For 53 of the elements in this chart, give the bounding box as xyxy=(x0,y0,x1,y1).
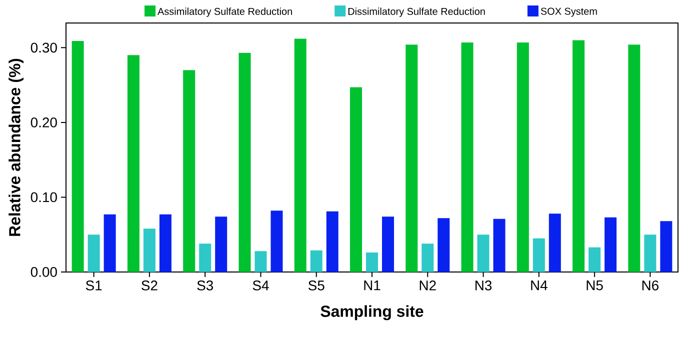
bar xyxy=(382,216,394,272)
bar xyxy=(238,52,251,272)
bar xyxy=(143,228,156,272)
x-tick-label: N5 xyxy=(586,280,603,290)
bar xyxy=(270,210,283,272)
legend-label: SOX System xyxy=(540,8,597,17)
bar xyxy=(604,217,617,272)
bar xyxy=(572,40,585,272)
x-tick-label: N3 xyxy=(476,280,492,290)
x-tick-label: S3 xyxy=(197,280,214,290)
bar xyxy=(159,214,172,272)
x-tick-label: S2 xyxy=(142,280,158,290)
bar xyxy=(406,44,418,272)
bar xyxy=(215,216,228,272)
bar xyxy=(199,244,212,272)
x-tick-label: N4 xyxy=(531,280,548,290)
bar xyxy=(493,218,506,272)
x-tick-label: S5 xyxy=(308,280,324,290)
x-axis-title: Sampling site xyxy=(320,305,424,320)
y-axis-title: Relative abundance (%) xyxy=(8,58,24,236)
bar xyxy=(366,252,378,272)
y-tick-label: 0.20 xyxy=(30,118,57,128)
bar xyxy=(294,38,306,272)
bar xyxy=(254,251,267,272)
bar xyxy=(477,234,490,272)
bar xyxy=(660,221,672,272)
bar xyxy=(422,244,434,272)
bar xyxy=(310,250,322,272)
bar xyxy=(516,42,529,272)
x-tick-label: N6 xyxy=(642,280,658,290)
bar xyxy=(183,70,196,272)
bar xyxy=(644,234,656,272)
bar xyxy=(628,44,640,272)
bar xyxy=(532,238,545,272)
bar xyxy=(72,40,84,272)
y-tick-label: 0.30 xyxy=(30,42,57,53)
bar xyxy=(88,234,100,272)
legend-label: Assimilatory Sulfate Reduction xyxy=(158,8,292,17)
bar xyxy=(326,211,338,272)
y-tick-label: 0.10 xyxy=(30,192,57,202)
bar xyxy=(461,42,474,272)
bar xyxy=(438,218,450,272)
bar xyxy=(104,214,116,272)
x-tick-label: S4 xyxy=(252,280,269,290)
y-tick-label: 0.00 xyxy=(30,267,57,277)
legend-label: Dissimilatory Sulfate Reduction xyxy=(348,8,485,17)
bar xyxy=(350,87,362,272)
bar xyxy=(588,247,601,272)
x-tick-label: S1 xyxy=(86,280,102,290)
bar xyxy=(127,55,140,272)
x-tick-label: N1 xyxy=(364,280,380,290)
x-tick-label: N2 xyxy=(420,280,436,290)
bar xyxy=(548,214,561,272)
